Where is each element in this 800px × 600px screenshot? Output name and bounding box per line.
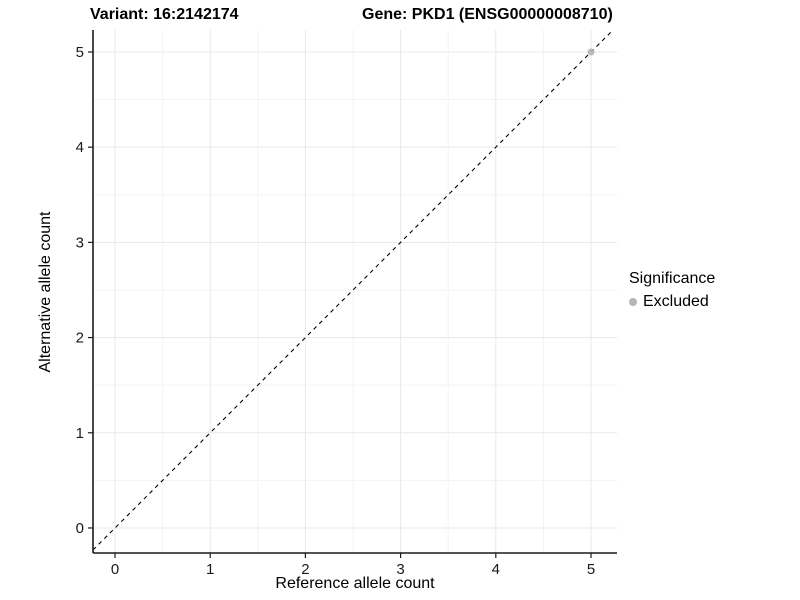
y-tick-label: 3 <box>76 234 84 251</box>
y-axis-title: Alternative allele count <box>37 211 54 373</box>
x-axis-title: Reference allele count <box>275 575 435 592</box>
x-tick-label: 0 <box>111 561 119 578</box>
data-point-excluded <box>587 48 595 56</box>
y-tick-label: 5 <box>76 44 84 61</box>
x-tick-label: 1 <box>206 561 214 578</box>
excluded-point-icon <box>629 298 637 306</box>
variant-title: Variant: 16:2142174 <box>90 6 239 23</box>
y-tick-label: 0 <box>76 520 84 537</box>
legend-title: Significance <box>629 270 716 287</box>
x-tick-label: 4 <box>492 561 500 578</box>
legend-item-excluded: Excluded <box>629 293 715 311</box>
legend: Significance Excluded <box>629 269 715 311</box>
y-tick-label: 1 <box>76 425 84 442</box>
x-tick-label: 2 <box>301 561 309 578</box>
y-tick-label: 4 <box>76 139 84 156</box>
legend-item-label: Excluded <box>643 293 709 310</box>
identity-reference-line <box>92 29 614 551</box>
x-tick-label: 5 <box>587 561 595 578</box>
y-tick-label: 2 <box>76 330 84 347</box>
gene-title: Gene: PKD1 (ENSG00000008710) <box>362 6 613 23</box>
x-tick-label: 3 <box>396 561 404 578</box>
